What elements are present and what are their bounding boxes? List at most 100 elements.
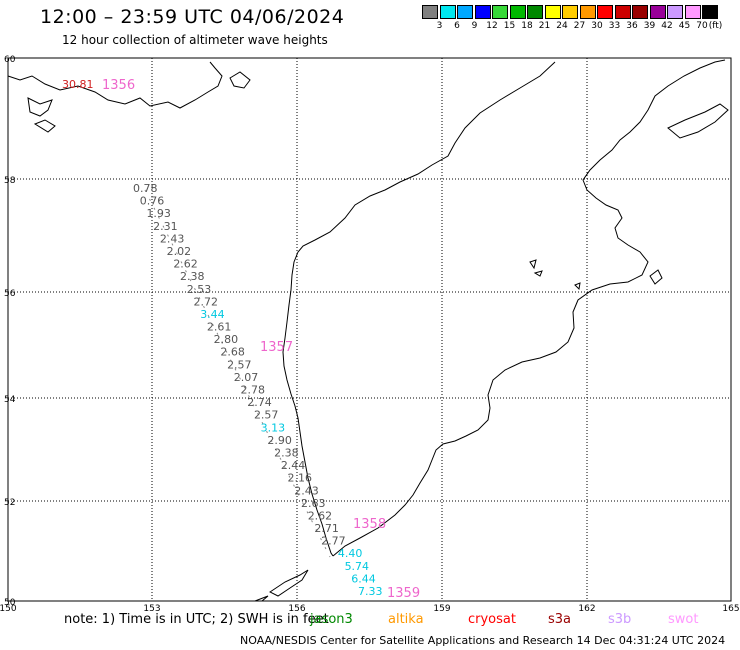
scale-label: 6 — [454, 21, 460, 31]
wave-height-value: 5.74 — [345, 560, 370, 573]
scale-label: 9 — [471, 21, 478, 31]
scale-label: 12 — [486, 21, 498, 31]
lat-tick-label: 56 — [4, 289, 16, 299]
satellite-legend-item: cryosat — [468, 612, 516, 627]
scale-swatch — [439, 5, 456, 19]
wave-height-value: 2.62 — [308, 509, 333, 522]
wave-height-value: 2.74 — [247, 396, 272, 409]
lon-tick-label: 153 — [143, 604, 160, 614]
wave-height-value: 1.93 — [146, 207, 171, 220]
coastline — [7, 59, 729, 602]
wave-height-value: 2.44 — [281, 459, 306, 472]
scale-unit-label: (ft) — [708, 21, 723, 31]
wave-height-value: 2.07 — [234, 371, 259, 384]
wave-height-value: 0.78 — [133, 182, 158, 195]
scale-swatch — [492, 5, 508, 19]
scale-swatch — [509, 5, 526, 19]
satellite-legend-item: swot — [668, 612, 699, 627]
satellite-legend-item: s3a — [548, 612, 572, 627]
units-note: note: 1) Time is in UTC; 2) SWH is in fe… — [64, 612, 329, 627]
graticule — [8, 58, 731, 601]
wave-height-value: 30.81 — [62, 78, 94, 91]
footer-credit: NOAA/NESDIS Center for Satellite Applica… — [240, 634, 726, 647]
wave-height-value: 6.44 — [351, 572, 376, 585]
wave-height-value: 2.61 — [207, 321, 232, 334]
orbit-number-label: 1359 — [387, 586, 420, 601]
scale-swatch — [702, 5, 718, 19]
wave-height-value: 2.72 — [193, 295, 218, 308]
wave-height-value: 2.53 — [187, 283, 212, 296]
scale-swatch — [527, 5, 543, 19]
scale-swatch — [457, 5, 473, 19]
satellite-legend-item: s3b — [608, 612, 632, 627]
scale-label: 39 — [643, 21, 656, 31]
wave-height-labels: 30.810.780.761.932.312.432.022.622.382.5… — [62, 78, 383, 598]
orbit-number-label: 1357 — [260, 340, 293, 355]
scale-label: 30 — [591, 21, 603, 31]
wave-height-value: 3.13 — [261, 421, 286, 434]
map-subtitle: 12 hour collection of altimeter wave hei… — [62, 33, 328, 47]
scale-label: 15 — [503, 21, 516, 31]
scale-label: 45 — [678, 21, 691, 31]
wave-height-value: 2.02 — [167, 245, 192, 258]
scale-label: 70 — [696, 21, 708, 31]
scale-swatch — [649, 5, 666, 19]
scale-swatch — [544, 5, 561, 19]
orbit-number-label: 1358 — [353, 517, 386, 532]
wave-height-value: 2.77 — [321, 535, 346, 548]
wave-height-value: 2.90 — [267, 434, 292, 447]
wave-height-value: 0.76 — [140, 195, 165, 208]
latitude-labels: 60 58 56 54 52 50 — [4, 55, 16, 608]
wave-height-value: 2.68 — [220, 346, 245, 359]
scale-swatch — [474, 5, 491, 19]
map-frame — [7, 57, 732, 602]
lat-tick-label: 54 — [4, 395, 16, 405]
orbit-number-label: 1356 — [102, 78, 135, 93]
wave-height-value: 2.38 — [180, 270, 205, 283]
wave-height-value: 2.63 — [301, 497, 326, 510]
wave-height-value: 2.31 — [153, 220, 178, 233]
lon-tick-label: 162 — [578, 604, 595, 614]
wave-height-value: 2.57 — [254, 409, 279, 422]
scale-swatch — [684, 5, 701, 19]
wave-height-value: 7.33 — [358, 585, 383, 598]
lat-tick-label: 50 — [4, 598, 16, 608]
scale-label: 18 — [521, 21, 533, 31]
lat-tick-label: 52 — [4, 498, 15, 508]
wave-height-value: 2.43 — [160, 232, 185, 245]
scale-label: 3 — [436, 21, 443, 31]
lon-tick-label: 159 — [433, 604, 450, 614]
wave-height-value: 2.16 — [288, 472, 313, 485]
lat-tick-label: 58 — [4, 176, 16, 186]
lon-tick-label: 150 — [0, 604, 17, 614]
scale-label: 36 — [626, 21, 638, 31]
scale-label: 42 — [661, 21, 673, 31]
satellite-legend-item: jason3 — [310, 612, 353, 627]
wave-height-value: 2.43 — [294, 484, 319, 497]
map-title: 12:00 – 23:59 UTC 04/06/2024 — [40, 6, 345, 28]
scale-label: 33 — [608, 21, 621, 31]
wave-height-value: 2.80 — [214, 333, 239, 346]
scale-label: 24 — [556, 21, 568, 31]
wave-height-value: 4.40 — [338, 547, 363, 560]
satellite-legend-item: altika — [388, 612, 424, 627]
wave-height-value: 2.57 — [227, 358, 252, 371]
lon-tick-label: 156 — [288, 604, 305, 614]
scale-swatch — [597, 5, 613, 19]
lat-tick-label: 60 — [4, 55, 16, 65]
wave-height-value: 2.38 — [274, 446, 299, 459]
lon-tick-label: 165 — [722, 604, 739, 614]
orbit-labels: 1356 1357 1358 1359 — [102, 78, 420, 601]
scale-swatch — [579, 5, 596, 19]
scale-swatch — [614, 5, 631, 19]
wave-height-value: 2.78 — [241, 384, 266, 397]
wave-height-value: 3.44 — [200, 308, 225, 321]
longitude-labels: 150 153 156 159 162 165 — [0, 604, 740, 614]
scale-swatch — [632, 5, 648, 19]
wave-height-value: 2.62 — [173, 258, 198, 271]
scale-swatch — [667, 5, 683, 19]
wave-height-value: 2.71 — [314, 522, 339, 535]
scale-swatch — [562, 5, 578, 19]
scale-label: 21 — [538, 21, 551, 31]
